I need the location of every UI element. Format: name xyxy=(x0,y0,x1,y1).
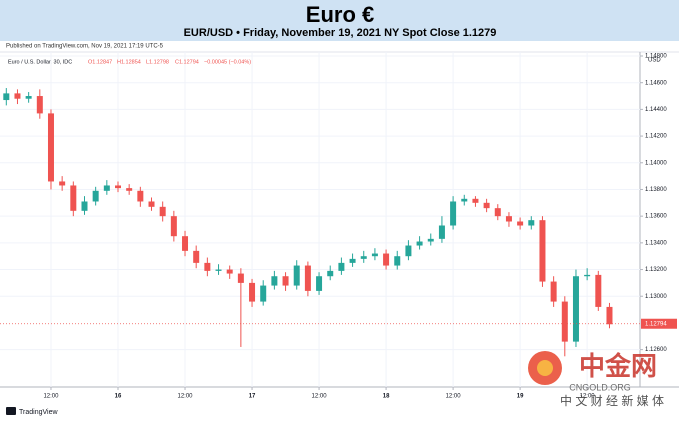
symbol-label: Euro / U.S. Dollar, 30, IDC xyxy=(8,59,72,65)
candle-body xyxy=(47,113,54,182)
x-tick-label: 12:00 xyxy=(312,394,328,400)
published-note: Published on TradingView.com, Nov 19, 20… xyxy=(6,44,164,50)
candle-body xyxy=(338,262,345,271)
candle-body xyxy=(36,96,43,114)
candle-body xyxy=(327,270,334,277)
watermark-logo-inner xyxy=(537,360,553,376)
candle-body xyxy=(438,225,445,239)
x-tick-label: 12:00 xyxy=(43,394,59,400)
x-tick-label: 16 xyxy=(115,394,122,400)
candle-body xyxy=(70,185,77,211)
y-tick-label: 1.14400 xyxy=(645,107,667,113)
candle-body xyxy=(215,269,222,271)
candle-body xyxy=(472,198,479,203)
y-tick-label: 1.14600 xyxy=(645,80,667,86)
candle-body xyxy=(182,236,189,251)
y-tick-label: 1.13200 xyxy=(645,267,667,273)
candle-body xyxy=(394,256,401,266)
y-tick-label: 1.12600 xyxy=(645,347,667,353)
candle-body xyxy=(137,190,144,202)
y-tick-label: 1.13600 xyxy=(645,214,667,220)
candle-body xyxy=(584,274,591,277)
candle-body xyxy=(204,262,211,271)
ohlc-label: −0.00045 (−0.04%) xyxy=(204,59,251,65)
candle-body xyxy=(517,221,524,226)
candle-body xyxy=(226,269,233,274)
candle-body xyxy=(237,273,244,283)
candle-body xyxy=(148,201,155,207)
candle-body xyxy=(427,238,434,242)
candle-body xyxy=(249,282,256,302)
candle-body xyxy=(416,241,423,246)
y-tick-label: 1.14800 xyxy=(645,54,667,60)
candle-body xyxy=(360,256,367,259)
brand-logo xyxy=(6,407,16,415)
candle-body xyxy=(539,220,546,282)
candle-body xyxy=(159,206,166,217)
candle-body xyxy=(14,93,21,99)
candle-body xyxy=(561,301,568,342)
candle-body xyxy=(92,190,99,202)
candle-body xyxy=(282,276,289,286)
candle-body xyxy=(528,220,535,226)
candle-body xyxy=(293,265,300,286)
ohlc-label: L1.12798 xyxy=(146,59,169,65)
watermark: 中金网 CNGOLD.ORG 中 文 财 经 新 媒 体 xyxy=(528,351,664,408)
watermark-site: CNGOLD.ORG xyxy=(569,382,631,392)
y-tick-label: 1.14200 xyxy=(645,134,667,140)
x-tick-label: 12:00 xyxy=(580,394,596,400)
axis-unit: USD xyxy=(648,58,661,64)
last-price-label: 1.12794 xyxy=(645,321,667,327)
candle-body xyxy=(494,208,501,217)
y-tick-label: 1.14000 xyxy=(645,160,667,166)
candle-body xyxy=(383,253,390,266)
candle-body xyxy=(3,93,10,101)
x-tick-label: 19 xyxy=(517,394,524,400)
chart-title: Euro € xyxy=(306,2,374,27)
x-tick-label: 17 xyxy=(249,394,256,400)
candle-body xyxy=(606,306,613,325)
candle-body xyxy=(572,276,579,342)
x-tick-label: 18 xyxy=(383,394,390,400)
chart-subtitle: EUR/USD • Friday, November 19, 2021 NY S… xyxy=(184,27,497,39)
banner xyxy=(0,0,679,41)
watermark-tagline: 中 文 财 经 新 媒 体 xyxy=(560,393,664,408)
candle-body xyxy=(59,181,66,186)
ohlc-label: C1.12794 xyxy=(175,59,199,65)
candle-body xyxy=(483,202,490,209)
footer-brand: TradingView xyxy=(19,409,58,416)
y-tick-label: 1.13400 xyxy=(645,240,667,246)
candle-body xyxy=(550,281,557,302)
y-tick-label: 1.13000 xyxy=(645,294,667,300)
x-tick-label: 12:00 xyxy=(446,394,462,400)
candle-body xyxy=(126,188,133,191)
candle-body xyxy=(260,285,267,302)
candle-body xyxy=(405,245,412,257)
candle-body xyxy=(271,276,278,286)
candle-body xyxy=(103,185,110,191)
candle-body xyxy=(349,258,356,263)
candle-body xyxy=(193,250,200,263)
y-tick-label: 1.13800 xyxy=(645,187,667,193)
candle-body xyxy=(461,198,468,202)
candle-body xyxy=(25,96,32,99)
watermark-name: 中金网 xyxy=(579,351,657,381)
candle-body xyxy=(304,265,311,291)
candle-body xyxy=(81,201,88,211)
candle-body xyxy=(505,216,512,222)
ohlc-label: O1.12847 xyxy=(88,59,112,65)
candle-body xyxy=(371,253,378,257)
x-tick-label: 12:00 xyxy=(178,394,194,400)
candle-body xyxy=(170,216,177,237)
candle-body xyxy=(316,276,323,291)
candle-body xyxy=(115,185,121,189)
last-price-badge xyxy=(641,318,677,329)
candle-body xyxy=(595,274,602,307)
ohlc-label: H1.12854 xyxy=(117,59,141,65)
candle-body xyxy=(450,201,457,226)
